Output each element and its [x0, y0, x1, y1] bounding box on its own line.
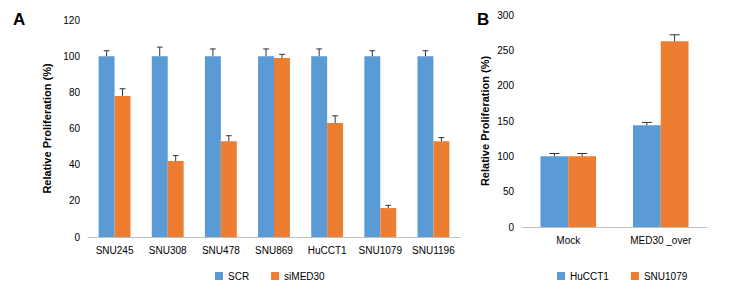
svg-text:MED30 _over: MED30 _over	[630, 235, 692, 246]
svg-text:200: 200	[497, 80, 514, 91]
svg-text:120: 120	[63, 15, 80, 26]
svg-text:SNU478: SNU478	[202, 245, 240, 256]
svg-text:HuCCT1: HuCCT1	[570, 271, 609, 282]
svg-text:60: 60	[69, 123, 81, 134]
svg-text:0: 0	[508, 222, 514, 233]
svg-text:0: 0	[74, 232, 80, 243]
svg-text:100: 100	[63, 51, 80, 62]
svg-text:50: 50	[503, 186, 515, 197]
svg-text:siMED30: siMED30	[284, 271, 325, 282]
svg-text:HuCCT1: HuCCT1	[308, 245, 347, 256]
svg-text:Relative Proliferation (%): Relative Proliferation (%)	[479, 56, 491, 187]
svg-text:SNU1079: SNU1079	[359, 245, 403, 256]
svg-text:80: 80	[69, 87, 81, 98]
svg-text:250: 250	[497, 45, 514, 56]
svg-text:A: A	[13, 10, 25, 29]
svg-text:100: 100	[497, 151, 514, 162]
svg-text:SNU869: SNU869	[255, 245, 293, 256]
svg-text:B: B	[477, 10, 489, 29]
svg-text:SNU245: SNU245	[96, 245, 134, 256]
svg-text:40: 40	[69, 159, 81, 170]
svg-text:SNU1196: SNU1196	[412, 245, 455, 256]
svg-text:SCR: SCR	[228, 271, 249, 282]
svg-text:Relative Proliferation (%): Relative Proliferation (%)	[41, 63, 53, 194]
svg-text:20: 20	[69, 195, 81, 206]
svg-text:150: 150	[497, 116, 514, 127]
svg-text:Mock: Mock	[556, 235, 581, 246]
svg-text:SNU1079: SNU1079	[644, 271, 688, 282]
svg-text:SNU308: SNU308	[149, 245, 187, 256]
svg-text:300: 300	[497, 10, 514, 21]
